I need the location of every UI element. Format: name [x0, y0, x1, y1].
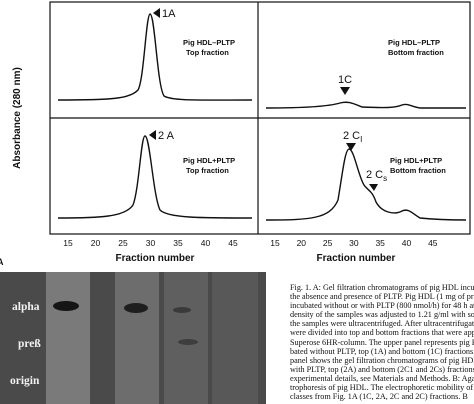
gel-label: alpha [12, 301, 40, 313]
x-tick-label: 30 [146, 238, 156, 248]
peak-label: 2 Cs [366, 169, 387, 183]
x-tick-label: 30 [349, 238, 359, 248]
caption-line: bated without PLTP, top (1A) and bottom … [290, 346, 474, 356]
gel-band [178, 339, 198, 345]
x-axis-label: Fraction number [317, 253, 396, 264]
gel-label: origin [10, 375, 40, 387]
sample-label: Pig HDL–PLTP [388, 38, 440, 47]
x-tick-label: 20 [297, 238, 307, 248]
caption-line: experimental details, see Materials and … [290, 373, 474, 383]
peak-label: 2 CI [343, 130, 362, 144]
caption-line: incubated without or with PLTP (800 nmol… [290, 301, 474, 311]
peak-label: 1A [162, 8, 176, 20]
sample-label: Pig HDL+PLTP [183, 156, 235, 165]
caption-line: Fig. 1. A: Gel filtration chromatograms … [290, 283, 474, 292]
x-tick-label: 15 [63, 238, 73, 248]
peak-arrow [346, 143, 356, 151]
gel-label: preß [18, 338, 41, 350]
gel-lane [46, 272, 90, 404]
sample-label: Pig HDL–PLTP [183, 38, 235, 47]
peak-arrow [153, 8, 160, 18]
caption-line: Superose 6HR-column. The upper panel rep… [290, 337, 474, 347]
x-axis-label: Fraction number [116, 253, 195, 264]
fraction-label: Top fraction [186, 48, 229, 57]
chromatogram-curve [265, 101, 466, 109]
peak-label-sub: s [383, 174, 387, 183]
x-ticks: 15 20 25 30 35 40 45 15 20 25 30 35 40 45 [63, 238, 438, 248]
x-tick-label: 40 [402, 238, 412, 248]
x-tick-label: 20 [91, 238, 101, 248]
caption-line: density of the samples was adjusted to 1… [290, 310, 474, 320]
gel-band [53, 301, 79, 311]
sample-label: Pig HDL+PLTP [390, 156, 442, 165]
caption-line: the absence and presence of PLTP. Pig HD… [290, 292, 474, 302]
peak-label: 2 A [158, 130, 175, 142]
peak-label: 1C [338, 74, 352, 86]
x-tick-label: 25 [323, 238, 333, 248]
panel-letter: A [0, 257, 4, 267]
caption-line: the samples were ultracentrifuged. After… [290, 319, 474, 329]
x-tick-label: 25 [118, 238, 128, 248]
chromatogram-curve [265, 148, 467, 221]
x-tick-label: 40 [201, 238, 211, 248]
gel-lane [164, 272, 208, 404]
y-axis-label: Absorbance (280 nm) [12, 67, 23, 169]
peak-label-sub: I [360, 135, 362, 144]
chromatogram-curve [57, 135, 253, 219]
x-tick-label: 35 [375, 238, 385, 248]
x-tick-label: 15 [270, 238, 280, 248]
caption-line: trophoresis of pig HDL. The electrophore… [290, 383, 474, 393]
x-tick-label: 45 [228, 238, 238, 248]
peak-arrow [369, 184, 378, 191]
fraction-label: Top fraction [186, 166, 229, 175]
gel-lane [115, 272, 159, 404]
peak-arrow [340, 87, 350, 95]
peak-label-main: 2 C [366, 169, 383, 181]
chromatogram-curve [57, 13, 253, 101]
peak-arrow [149, 130, 156, 140]
fraction-label: Bottom fraction [388, 48, 444, 57]
caption-line: with PLTP, top (2A) and bottom (2C1 and … [290, 364, 474, 374]
x-tick-label: 45 [428, 238, 438, 248]
fraction-label: Bottom fraction [390, 166, 446, 175]
caption-line: were divided into top and bottom fractio… [290, 328, 474, 338]
caption: Fig. 1. A: Gel filtration chromatograms … [290, 283, 474, 404]
gel-band [173, 307, 191, 313]
peak-label-main: 2 C [343, 130, 360, 142]
x-tick-label: 35 [173, 238, 183, 248]
caption-line: classes from Fig. 1A (1C, 2A, 2C and 2C)… [290, 392, 468, 402]
caption-line: panel shows the gel filtration chromatog… [290, 355, 474, 365]
gel-lane [212, 272, 258, 404]
gel-band [124, 303, 148, 313]
